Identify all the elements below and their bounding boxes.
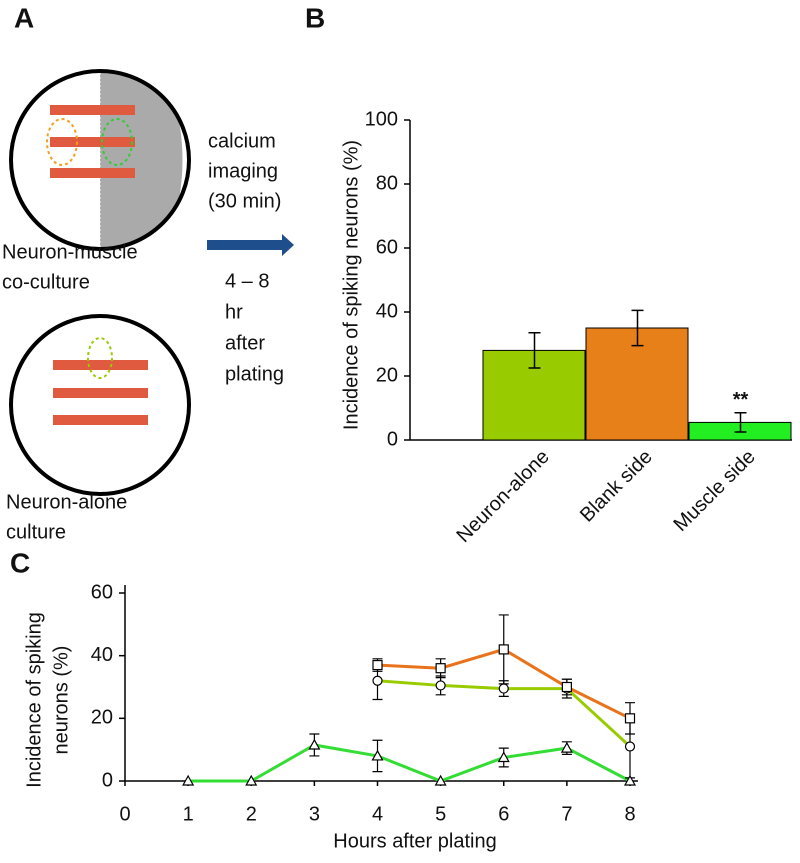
x-tick-label: 8 [624,803,635,825]
x-tick-label: Muscle side [670,446,760,536]
y-axis-title: neurons (%) [50,646,72,755]
marker [308,738,321,750]
x-tick-label: 2 [246,803,257,825]
y-tick-label: 100 [365,108,398,130]
x-tick-label: Blank side [576,446,657,527]
error-bar [734,412,747,433]
panel-label: C [10,547,30,578]
dish-label: culture [6,521,66,543]
step-text: calcium [208,130,276,152]
y-tick-label: 40 [91,644,113,666]
marker [435,680,446,691]
x-tick-label: 3 [309,803,320,825]
step-text: imaging [208,160,278,182]
y-tick-label: 0 [387,428,398,450]
marker [182,774,195,786]
x-tick-label: 0 [119,803,130,825]
time-text: 4 – 8 [225,270,269,292]
marker [497,751,510,763]
marker [560,741,573,753]
x-axis-title: Hours after plating [333,830,496,852]
marker [623,774,637,786]
series-line [188,743,631,783]
x-tick-label: Neuron-alone [453,446,554,547]
marker [371,749,384,761]
marker [498,644,509,655]
y-axis-title: Incidence of spiking neurons (%) [340,140,362,430]
coculture-dish [9,69,191,251]
bar [585,327,689,441]
arrow [207,234,294,256]
x-tick-label: 6 [498,803,509,825]
y-tick-label: 60 [91,581,113,603]
x-tick-label: 7 [561,803,572,825]
y-tick-label: 80 [376,172,398,194]
marker [435,663,446,674]
y-axis-title: Incidence of spiking [23,612,45,788]
time-text: after [225,332,265,354]
marker [372,675,383,686]
y-tick-label: 20 [376,364,398,386]
marker [624,713,636,724]
time-text: hr [225,301,243,323]
time-text: plating [225,363,284,385]
y-tick-label: 60 [376,236,398,258]
marker [372,659,383,671]
dish-label: co-culture [2,271,90,293]
x-tick-label: 4 [372,803,383,825]
marker [561,681,572,693]
y-tick-label: 40 [376,300,398,322]
error-bar [631,309,644,347]
marker [624,741,636,752]
y-tick-label: 20 [91,707,113,729]
dish-label: Neuron-alone [6,491,127,513]
x-tick-label: 5 [435,803,446,825]
marker [245,774,258,786]
y-tick-label: 0 [102,769,113,791]
alone-dish [9,314,191,496]
marker [434,774,447,786]
dish-label: Neuron-muscle [2,241,138,263]
error-bar [528,332,541,369]
panel-label: B [305,2,325,33]
step-text: (30 min) [208,190,281,212]
marker [498,683,509,694]
significance: ** [733,389,749,411]
x-tick-label: 1 [183,803,194,825]
panel-label: A [14,2,34,33]
